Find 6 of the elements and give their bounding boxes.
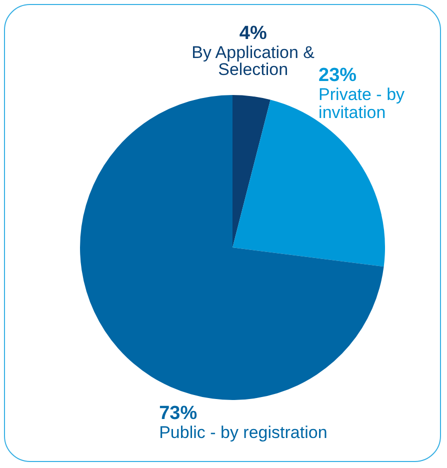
- data-label: 23%: [318, 65, 358, 86]
- slice-label: By Application & Selection: [190, 42, 316, 80]
- data-label: 4%: [238, 22, 268, 44]
- data-label: 73%: [159, 403, 198, 424]
- slice-label: Public - by registration: [159, 422, 328, 442]
- slice-label: Private - by invitation: [318, 85, 406, 122]
